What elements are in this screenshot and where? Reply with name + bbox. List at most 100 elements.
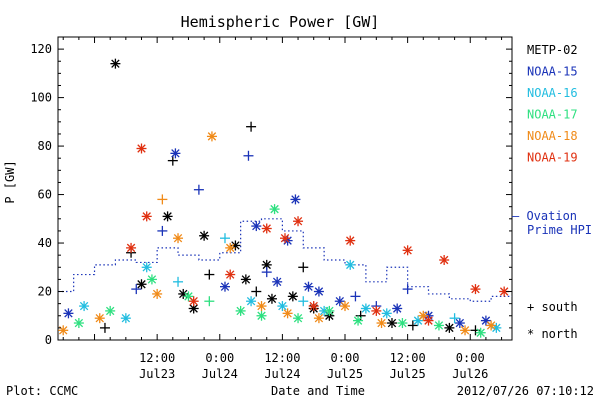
south-point (167, 155, 178, 166)
south-point (173, 276, 184, 287)
x-tick-label-time: 12:00 (264, 351, 300, 365)
north-point (141, 262, 152, 273)
north-point (199, 230, 210, 241)
south-point (298, 296, 309, 307)
south-point (204, 269, 215, 280)
south-point (243, 150, 254, 161)
north-point (94, 313, 105, 324)
north-point (178, 288, 189, 299)
north-point (173, 233, 184, 244)
north-point (371, 305, 382, 316)
legend-ovation-line2: Prime HPI (527, 223, 592, 237)
north-point (152, 288, 163, 299)
north-point (219, 281, 230, 292)
north-point (439, 255, 450, 266)
ovation-series (58, 218, 512, 302)
legend-entry: NOAA-19 (527, 151, 578, 165)
north-point (225, 269, 236, 280)
north-point (269, 204, 280, 215)
north-point (290, 194, 301, 205)
north-point (141, 211, 152, 222)
y-tick-label: 100 (30, 91, 52, 105)
south-point (350, 291, 361, 302)
north-point (460, 325, 471, 336)
north-point (293, 313, 304, 324)
legend-entry: METP-02 (527, 43, 578, 57)
north-point (433, 320, 444, 331)
north-point (162, 211, 173, 222)
north-point (423, 315, 434, 326)
north-point (73, 318, 84, 329)
x-tick-label-time: 12:00 (139, 351, 175, 365)
ovation-hpi-line (58, 218, 512, 302)
north-point (480, 315, 491, 326)
south-point (99, 322, 110, 333)
north-point (303, 281, 314, 292)
south-point (298, 262, 309, 273)
north-point (79, 301, 90, 312)
legend-entry: NOAA-18 (527, 129, 578, 143)
chart-title: Hemispheric Power [GW] (181, 13, 380, 31)
north-point (360, 303, 371, 314)
north-point (206, 131, 217, 142)
north-point (454, 318, 465, 329)
north-point (392, 303, 403, 314)
north-point (475, 327, 486, 338)
north-point (444, 322, 455, 333)
south-point (251, 286, 262, 297)
north-point (266, 293, 277, 304)
x-tick-label-date: Jul25 (390, 367, 426, 381)
north-point (136, 143, 147, 154)
north-point (58, 325, 69, 336)
north-point (287, 291, 298, 302)
south-point (157, 194, 168, 205)
north-point (486, 320, 497, 331)
north-point (126, 242, 137, 253)
north-point (246, 296, 257, 307)
south-point (402, 284, 413, 295)
plot-timestamp: 2012/07/26 07:10:12 (457, 384, 594, 398)
north-point (272, 276, 283, 287)
scatter-points (58, 58, 510, 338)
south-point (355, 310, 366, 321)
north-point (293, 216, 304, 227)
north-point (324, 305, 335, 316)
south-point (204, 296, 215, 307)
north-point (402, 245, 413, 256)
y-tick-label: 80 (38, 139, 52, 153)
north-point (353, 315, 364, 326)
north-point (256, 310, 267, 321)
south-point (193, 184, 204, 195)
north-point (308, 301, 319, 312)
north-point (376, 318, 387, 329)
north-point (136, 279, 147, 290)
north-point (188, 296, 199, 307)
x-tick-label-date: Jul26 (452, 367, 488, 381)
north-point (256, 301, 267, 312)
north-point (146, 274, 157, 285)
north-point (386, 318, 397, 329)
south-point (407, 320, 418, 331)
north-point (470, 284, 481, 295)
south-point (449, 313, 460, 324)
legend-entry: NOAA-17 (527, 108, 578, 122)
legend-marker-north: * north (527, 327, 578, 341)
legend-entry: NOAA-16 (527, 86, 578, 100)
north-point (110, 58, 121, 69)
x-tick-label-time: 0:00 (456, 351, 485, 365)
north-point (225, 242, 236, 253)
south-point (219, 233, 230, 244)
north-point (345, 259, 356, 270)
south-point (246, 121, 257, 132)
north-point (105, 305, 116, 316)
y-tick-label: 40 (38, 236, 52, 250)
north-point (340, 301, 351, 312)
north-point (313, 313, 324, 324)
north-point (63, 308, 74, 319)
north-point (251, 221, 262, 232)
x-tick-label-time: 0:00 (331, 351, 360, 365)
north-point (345, 235, 356, 246)
y-tick-label: 0 (45, 333, 52, 347)
legend-ovation-line1: — Ovation (512, 209, 577, 223)
